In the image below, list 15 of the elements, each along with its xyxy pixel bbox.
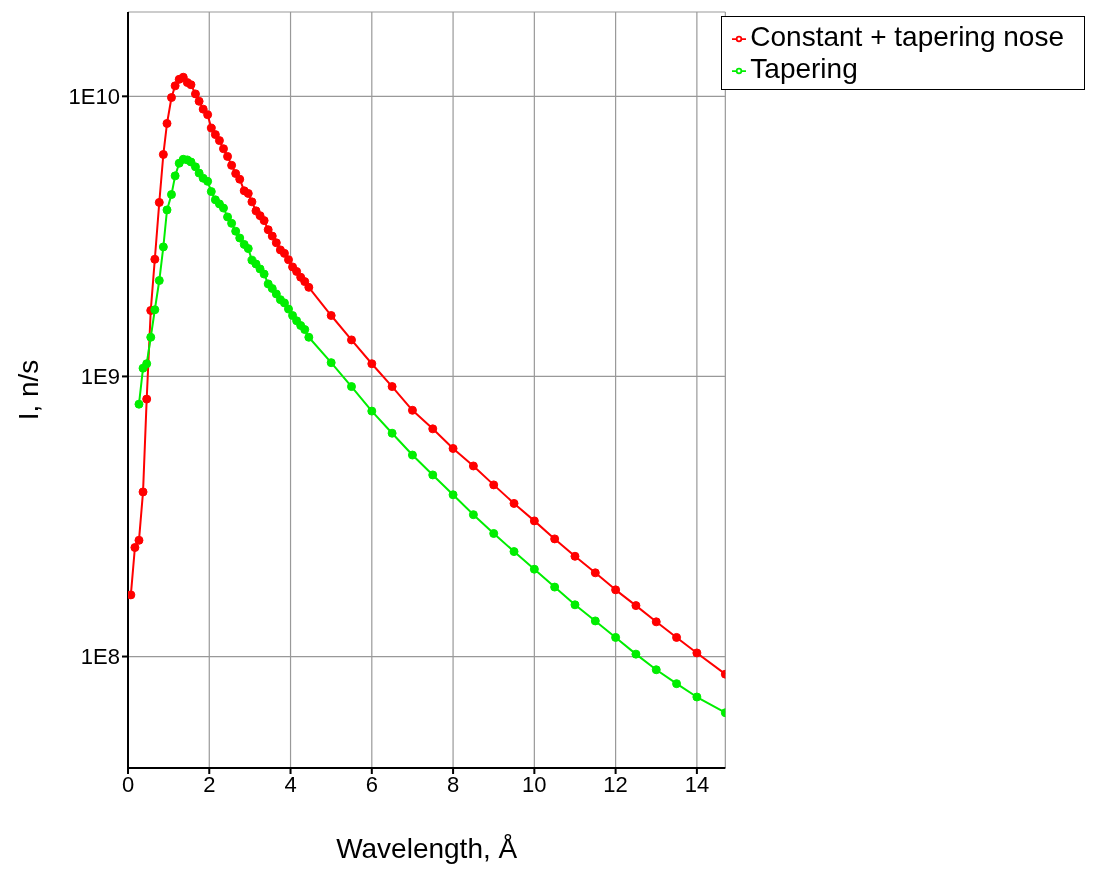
legend-label: Tapering [750,53,858,84]
x-tick-label: 12 [603,771,628,797]
y-tick-label: 1E9 [80,364,120,390]
x-tick-label: 8 [446,771,460,797]
x-tick-label: 2 [203,771,216,797]
y-axis-title: I, n/s [12,359,44,421]
x-axis-title: Wavelength, Å [336,833,518,864]
y-tick-label: 1E10 [68,84,120,110]
x-tick-label: 10 [522,771,547,797]
x-tick-label: 6 [365,771,378,797]
legend-label: Constant + tapering nose [750,21,1064,52]
x-tick-label: 4 [284,771,297,797]
x-tick-label: 14 [684,771,710,797]
y-tick-label: 1E8 [80,644,120,670]
x-tick-label: 0 [121,771,135,797]
